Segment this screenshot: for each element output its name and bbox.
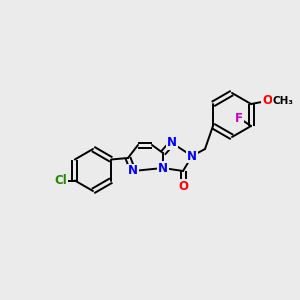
Text: Cl: Cl (54, 174, 67, 187)
Text: O: O (262, 94, 272, 107)
Text: N: N (167, 136, 177, 149)
Text: N: N (158, 161, 168, 175)
Text: F: F (235, 112, 243, 124)
Text: CH₃: CH₃ (273, 96, 294, 106)
Text: N: N (187, 149, 197, 163)
Text: O: O (178, 179, 188, 193)
Text: N: N (128, 164, 138, 178)
